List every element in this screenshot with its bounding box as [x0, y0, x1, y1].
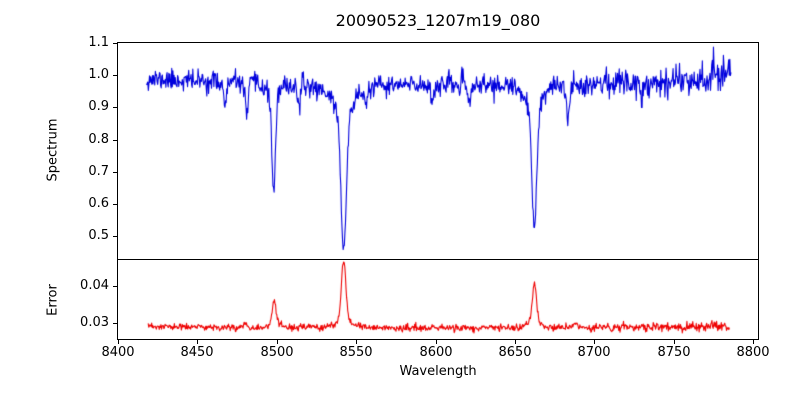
error-line-canvas — [118, 260, 758, 339]
x-tick-mark — [674, 340, 675, 344]
x-tick-mark — [753, 340, 754, 344]
x-tick-mark — [118, 340, 119, 344]
y-tick-label: 0.5 — [88, 228, 109, 243]
x-tick-label: 8700 — [577, 345, 611, 360]
y-tick-label: 0.6 — [88, 196, 109, 211]
y-tick-label: 0.7 — [88, 164, 109, 179]
y-tick-mark — [113, 75, 117, 76]
x-tick-mark — [515, 340, 516, 344]
x-tick-mark — [197, 340, 198, 344]
y-tick-mark — [113, 43, 117, 44]
error-plot-area — [117, 260, 759, 340]
x-tick-label: 8750 — [657, 345, 691, 360]
y-tick-mark — [113, 172, 117, 173]
y-tick-mark — [113, 140, 117, 141]
x-tick-mark — [436, 340, 437, 344]
x-tick-label: 8450 — [180, 345, 214, 360]
y-tick-mark — [113, 323, 117, 324]
y-tick-label: 1.1 — [88, 35, 109, 50]
y-tick-mark — [113, 204, 117, 205]
spectrum-y-axis-label: Spectrum — [45, 118, 61, 182]
y-tick-label: 0.03 — [80, 315, 109, 330]
x-tick-label: 8400 — [101, 345, 135, 360]
x-tick-mark — [356, 340, 357, 344]
y-tick-label: 0.8 — [88, 132, 109, 147]
x-tick-label: 8550 — [339, 345, 373, 360]
x-axis-label: Wavelength — [399, 364, 477, 379]
y-tick-mark — [113, 107, 117, 108]
x-tick-label: 8800 — [736, 345, 770, 360]
x-tick-mark — [594, 340, 595, 344]
spectrum-line-canvas — [118, 43, 758, 259]
y-tick-label: 0.9 — [88, 99, 109, 114]
x-tick-mark — [277, 340, 278, 344]
chart-title: 20090523_1207m19_080 — [335, 11, 541, 30]
x-tick-label: 8650 — [498, 345, 532, 360]
spectrum-plot-area — [117, 42, 759, 260]
y-tick-label: 1.0 — [88, 67, 109, 82]
y-tick-label: 0.04 — [80, 278, 109, 293]
y-tick-mark — [113, 236, 117, 237]
x-tick-label: 8600 — [419, 345, 453, 360]
error-y-axis-label: Error — [45, 284, 61, 316]
y-tick-mark — [113, 286, 117, 287]
x-tick-label: 8500 — [260, 345, 294, 360]
